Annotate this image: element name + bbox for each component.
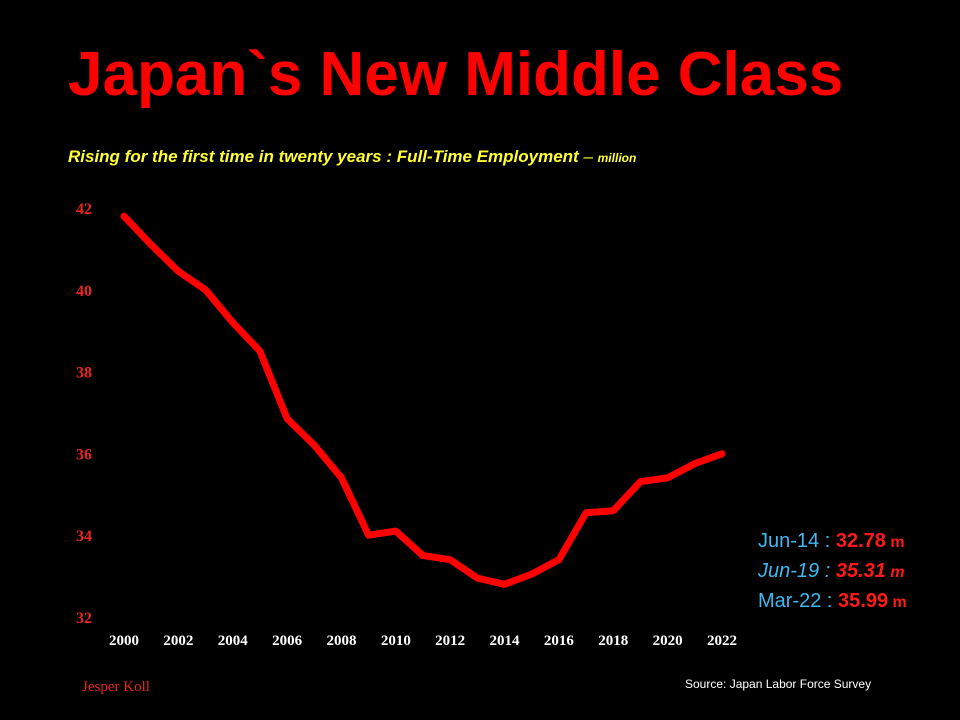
annotation-value: 35.31 [835, 560, 886, 582]
x-tick-label: 2020 [653, 633, 683, 649]
data-point [664, 474, 671, 481]
annotation-label: Jun-14 : [758, 530, 836, 552]
source-note: Source: Japan Labor Force Survey [685, 677, 872, 691]
x-tick-label: 2006 [272, 633, 303, 649]
x-tick-label: 2008 [326, 633, 356, 649]
x-axis-ticks: 2000 2002 2004 2006 2008 2010 2012 2014 2016 2018… [109, 633, 737, 649]
data-point [392, 528, 399, 535]
annotation-unit: m [885, 564, 905, 581]
data-point [420, 552, 426, 559]
data-point [610, 507, 617, 514]
data-point [202, 286, 209, 293]
subtitle-measure: Full-Time Employment [396, 147, 579, 166]
annotation-row-jun14: Jun-14 : 32.78 m [758, 527, 907, 557]
x-tick-label: 2004 [218, 633, 249, 649]
chart-title: Japan`s New Middle Class [68, 40, 844, 109]
annotation-value: 32.78 [835, 530, 886, 552]
subtitle-dash: – [578, 147, 598, 166]
x-tick-label: 2022 [707, 633, 737, 649]
x-tick-label: 2010 [381, 633, 411, 649]
annotation-box: Jun-14 : 32.78 m Jun-19 : 35.31 m Mar-22… [758, 527, 907, 617]
data-point [528, 571, 535, 578]
data-point [311, 442, 318, 449]
data-point [555, 556, 562, 563]
data-point [691, 460, 698, 467]
y-tick-label: 42 [76, 201, 92, 218]
x-tick-label: 2002 [163, 633, 193, 649]
series-line [120, 212, 726, 588]
data-point [148, 241, 155, 248]
data-point [501, 581, 508, 588]
annotation-label: Mar-22 : [758, 590, 839, 612]
data-point [447, 556, 454, 563]
data-point [474, 575, 481, 582]
subtitle-lead: Rising for the first time in twenty year… [68, 147, 397, 166]
data-point [338, 474, 345, 481]
y-tick-label: 36 [76, 446, 92, 463]
series-layer [120, 212, 726, 588]
annotation-value: 35.99 [838, 590, 889, 612]
x-tick-label: 2018 [598, 633, 628, 649]
y-tick-label: 40 [76, 283, 92, 300]
y-tick-label: 34 [76, 528, 92, 545]
author-name: Jesper Koll [82, 679, 150, 695]
annotation-unit: m [888, 594, 907, 611]
data-point [365, 532, 372, 539]
chart-subtitle: Rising for the first time in twenty year… [68, 147, 636, 167]
data-point [719, 450, 725, 457]
data-point [121, 213, 127, 220]
x-tick-label: 2014 [490, 633, 521, 649]
data-point [637, 478, 644, 485]
annotation-row-mar22: Mar-22 : 35.99 m [758, 587, 907, 617]
annotation-label: Jun-19 : [758, 560, 836, 582]
data-point [284, 415, 291, 422]
subtitle-unit: million [597, 151, 637, 165]
y-tick-label: 38 [76, 365, 92, 382]
y-tick-label: 32 [76, 610, 92, 627]
annotation-row-jun19: Jun-19 : 35.31 m [758, 557, 907, 587]
x-tick-label: 2012 [435, 633, 465, 649]
data-point [256, 348, 263, 355]
annotation-unit: m [885, 534, 905, 551]
x-tick-label: 2016 [544, 633, 575, 649]
y-axis-ticks: 42 40 38 36 34 32 [76, 201, 92, 627]
x-tick-label: 2000 [109, 633, 139, 649]
data-point [175, 268, 182, 275]
data-point [229, 319, 236, 326]
data-point [583, 509, 590, 516]
